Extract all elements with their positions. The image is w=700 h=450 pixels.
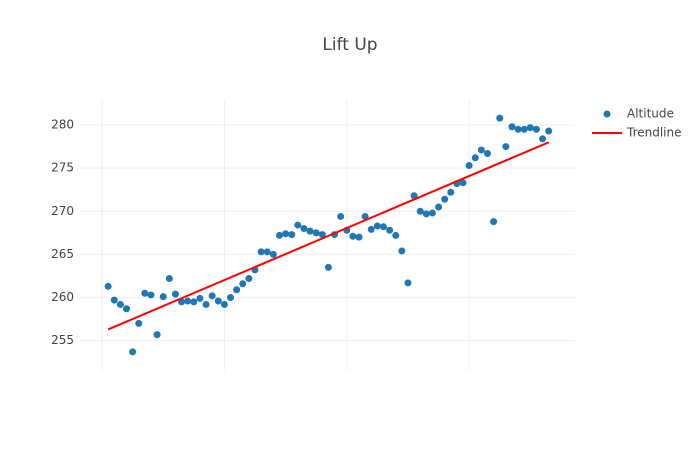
- data-point: [484, 149, 492, 157]
- data-point: [441, 195, 449, 203]
- data-point: [349, 232, 357, 240]
- y-tick-label: 260: [51, 290, 74, 304]
- data-point: [508, 123, 516, 131]
- data-point: [337, 212, 345, 220]
- data-point: [171, 290, 179, 298]
- data-point: [147, 291, 155, 299]
- y-tick-label: 280: [51, 118, 74, 132]
- y-tick-label: 255: [51, 333, 74, 347]
- data-point: [361, 212, 369, 220]
- data-point: [373, 222, 381, 230]
- data-point: [110, 296, 118, 304]
- data-point: [459, 179, 467, 187]
- data-point: [539, 135, 547, 143]
- data-point: [392, 231, 400, 239]
- data-point: [123, 305, 131, 313]
- data-point: [502, 143, 510, 151]
- data-point: [300, 225, 308, 233]
- data-point: [465, 162, 473, 170]
- data-point: [282, 230, 290, 238]
- data-point: [477, 146, 485, 154]
- data-point: [196, 294, 204, 302]
- data-point: [428, 209, 436, 217]
- data-point: [178, 298, 186, 306]
- data-point: [233, 286, 241, 294]
- data-point: [386, 226, 394, 234]
- data-point: [367, 225, 375, 233]
- y-tick-label: 270: [51, 204, 74, 218]
- chart-title: Lift Up: [322, 35, 377, 55]
- data-point: [190, 298, 198, 306]
- data-point: [496, 114, 504, 122]
- data-point: [135, 319, 143, 327]
- data-point: [355, 233, 363, 241]
- data-point: [269, 250, 277, 258]
- data-point: [532, 125, 540, 133]
- data-point: [153, 331, 161, 339]
- data-point: [129, 348, 137, 356]
- y-tick-label: 275: [51, 161, 74, 175]
- data-point: [202, 300, 210, 308]
- legend-swatch: [603, 110, 611, 118]
- data-point: [514, 125, 522, 133]
- data-point: [227, 294, 235, 302]
- data-point: [398, 247, 406, 255]
- data-point: [141, 289, 149, 297]
- data-point: [324, 263, 332, 271]
- data-point: [318, 231, 326, 239]
- data-point: [416, 207, 424, 215]
- data-point: [306, 227, 314, 235]
- data-point: [220, 300, 228, 308]
- data-point: [116, 300, 124, 308]
- data-point: [159, 293, 167, 301]
- data-point: [275, 231, 283, 239]
- y-tick-label: 265: [51, 247, 74, 261]
- data-point: [184, 297, 192, 305]
- data-point: [520, 125, 528, 133]
- data-point: [312, 229, 320, 237]
- data-point: [294, 221, 302, 229]
- data-point: [208, 292, 216, 300]
- data-point: [288, 231, 296, 239]
- data-point: [263, 248, 271, 256]
- data-point: [245, 275, 253, 283]
- data-point: [257, 248, 265, 256]
- legend-label: Trendline: [626, 126, 682, 140]
- data-point: [545, 127, 553, 135]
- data-point: [471, 154, 479, 162]
- data-point: [422, 210, 430, 218]
- data-point: [526, 124, 534, 132]
- legend-label: Altitude: [627, 107, 674, 121]
- data-point: [435, 203, 443, 211]
- data-point: [447, 188, 455, 196]
- data-point: [165, 275, 173, 283]
- data-point: [404, 279, 412, 287]
- data-point: [490, 218, 498, 226]
- data-point: [379, 223, 387, 231]
- data-point: [104, 282, 112, 290]
- data-point: [214, 297, 222, 305]
- data-point: [239, 280, 247, 288]
- trend-line: [107, 141, 550, 331]
- data-point: [410, 192, 418, 200]
